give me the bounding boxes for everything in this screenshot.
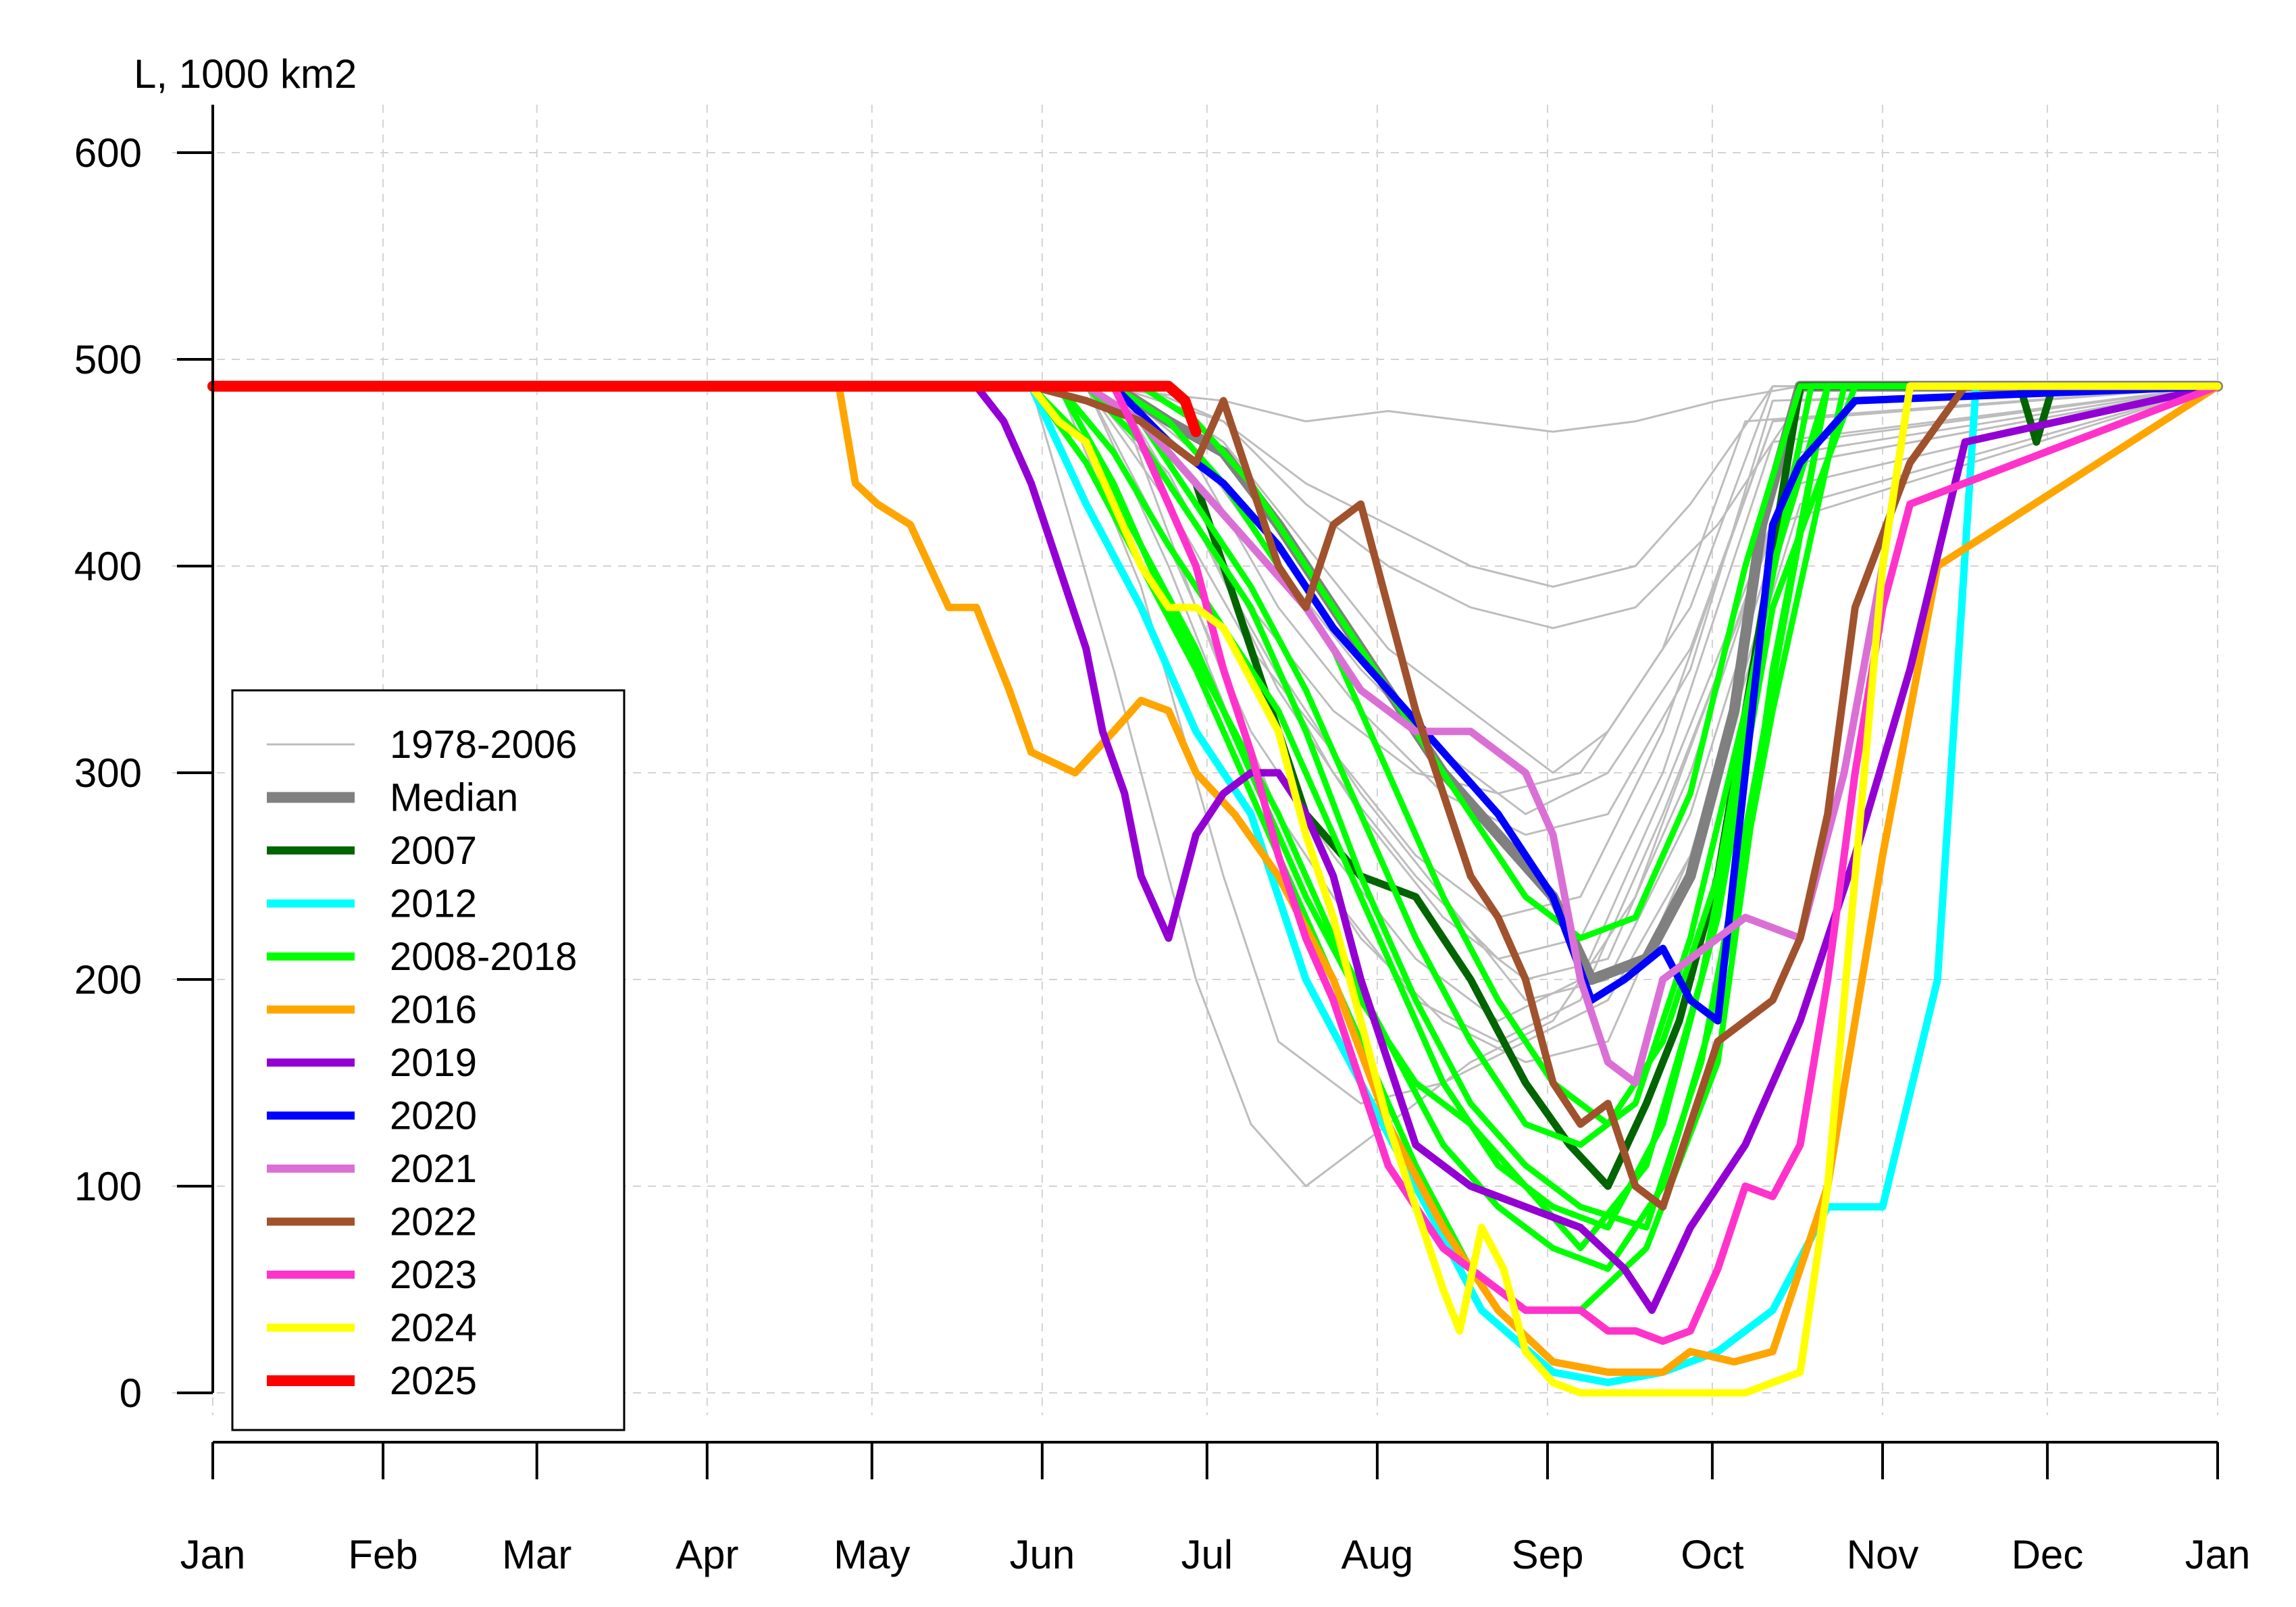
legend-item: 2012 — [267, 882, 477, 926]
series-line-2012 — [209, 382, 2222, 1387]
legend-label: Median — [390, 776, 518, 820]
legend-label: 2022 — [390, 1200, 477, 1244]
legend-label: 2021 — [390, 1147, 477, 1191]
y-tick-label: 400 — [74, 544, 142, 589]
x-tick-label: Jul — [1181, 1532, 1233, 1577]
series-line-1978-2006 — [213, 385, 2218, 919]
y-tick-label: 300 — [74, 750, 142, 796]
x-tick-label: Dec — [2012, 1532, 2084, 1577]
legend-label: 2024 — [390, 1306, 477, 1350]
x-tick-label: Mar — [502, 1532, 571, 1577]
series-line-1978-2006 — [213, 385, 2218, 1188]
y-axis-title: L, 1000 km2 — [134, 51, 357, 97]
legend-label: 2023 — [390, 1253, 477, 1297]
x-tick-label: Nov — [1847, 1532, 1919, 1577]
legend-item: Median — [267, 776, 518, 820]
y-tick-label: 0 — [120, 1371, 142, 1416]
legend-label: 2016 — [390, 988, 477, 1032]
x-ticks: Jan Feb Mar Apr May Jun Jul Aug Sep Oct Nov Dec Jan — [180, 1442, 2251, 1577]
x-tick-label: Oct — [1681, 1532, 1744, 1577]
y-ticks: 0 100 200 300 400 500 600 — [74, 130, 213, 1416]
x-tick-label: Apr — [675, 1532, 738, 1577]
legend-item: 2023 — [267, 1253, 477, 1297]
series-line-2008-2018 — [209, 383, 2221, 1272]
legend-label: 2008-2018 — [390, 935, 577, 979]
legend-label: 1978-2006 — [390, 723, 577, 767]
legend-label: 2019 — [390, 1041, 477, 1085]
y-tick-label: 600 — [74, 130, 142, 176]
x-tick-label: Sep — [1512, 1532, 1584, 1577]
legend-item: 2019 — [267, 1041, 477, 1085]
series-lines — [207, 380, 2223, 1397]
legend-label: 2012 — [390, 882, 477, 926]
legend-item: 2016 — [267, 988, 477, 1032]
series-line-2022 — [209, 382, 2222, 1211]
legend-item: 2022 — [267, 1200, 477, 1244]
series-line-2025 — [207, 380, 1202, 438]
y-tick-label: 500 — [74, 337, 142, 382]
x-tick-label: Jan — [2185, 1532, 2251, 1577]
series-line-2024 — [209, 382, 2222, 1397]
legend-item: 2007 — [267, 829, 477, 873]
x-tick-label: May — [834, 1532, 910, 1577]
y-tick-label: 100 — [74, 1164, 142, 1209]
legend-item: 2021 — [267, 1147, 477, 1191]
x-tick-label: Jun — [1009, 1532, 1075, 1577]
x-tick-label: Jan — [180, 1532, 246, 1577]
legend-label: 2007 — [390, 829, 477, 873]
series-line-2008-2018 — [209, 383, 2221, 1148]
series-line-1978-2006 — [213, 385, 2218, 1022]
legend-item: 1978-2006 — [267, 723, 577, 767]
legend-item: 2024 — [267, 1306, 477, 1350]
legend-label: 2020 — [390, 1094, 477, 1138]
series-line-2019 — [209, 382, 2222, 1315]
legend-item: 2008-2018 — [267, 935, 577, 979]
series-line-1978-2006 — [213, 385, 2218, 630]
y-tick-label: 200 — [74, 957, 142, 1002]
series-line-2008-2018 — [209, 383, 2221, 942]
legend: 1978-2006 Median 2007 2012 2008-2018 2016 2019… — [231, 689, 626, 1431]
legend-item: 2025 — [267, 1359, 477, 1403]
x-tick-label: Feb — [348, 1532, 417, 1577]
series-line-2016 — [209, 382, 2222, 1376]
legend-label: 2025 — [390, 1359, 477, 1403]
legend-item: 2020 — [267, 1094, 477, 1138]
x-tick-label: Aug — [1341, 1532, 1413, 1577]
